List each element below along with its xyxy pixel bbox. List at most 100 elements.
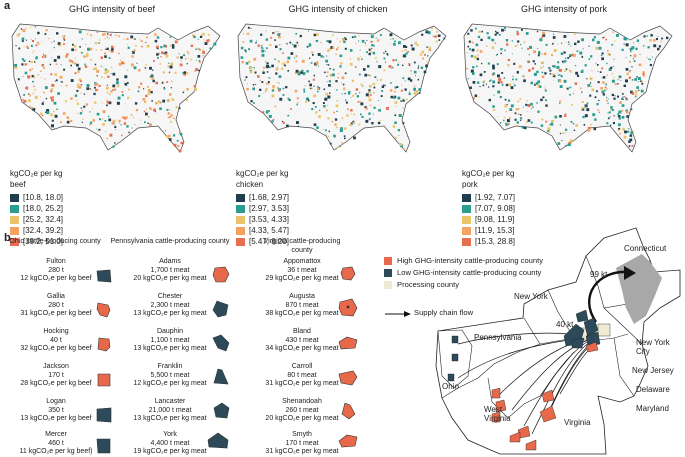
- county-intensity-cell: [334, 123, 337, 126]
- county-intensity-cell: [398, 114, 402, 117]
- county-intensity-cell: [171, 97, 173, 98]
- county-intensity-cell: [355, 88, 359, 91]
- county-intensity-cell: [25, 86, 29, 90]
- county-intensity-cell: [161, 51, 164, 54]
- county-intensity-cell: [89, 88, 91, 89]
- county-intensity-cell: [401, 50, 403, 52]
- county-intensity-cell: [491, 38, 495, 42]
- county-intensity-cell: [94, 101, 97, 104]
- county-intensity-cell: [629, 134, 633, 137]
- county-intensity-cell: [144, 121, 146, 124]
- county-intensity-cell: [202, 32, 205, 36]
- panel-b-label: b: [4, 232, 11, 244]
- county-intensity-cell: [407, 77, 411, 81]
- county-intensity-cell: [179, 63, 183, 67]
- county-intensity-cell: [413, 87, 416, 91]
- county-intensity-cell: [371, 44, 374, 47]
- county-intensity-cell: [54, 73, 57, 76]
- county-intensity-cell: [156, 53, 159, 56]
- county-intensity-cell: [516, 32, 520, 36]
- county-intensity-cell: [606, 99, 608, 102]
- county-intensity-cell: [155, 102, 158, 105]
- county-intensity-cell: [180, 141, 184, 145]
- county-intensity-cell: [497, 74, 500, 78]
- county-intensity-cell: [443, 37, 446, 40]
- county-intensity-cell: [540, 66, 543, 69]
- county-intensity-cell: [244, 79, 246, 81]
- county-intensity-cell: [513, 82, 515, 84]
- county-intensity-cell: [562, 132, 564, 134]
- county-intensity-cell: [353, 113, 356, 116]
- county-intensity-cell: [262, 71, 265, 74]
- county-name: Hocking: [43, 328, 69, 335]
- county-intensity-cell: [335, 53, 337, 56]
- county-intensity-cell: [393, 43, 396, 46]
- county-intensity-cell: [50, 73, 53, 76]
- county-intensity-cell: [601, 57, 604, 61]
- county-intensity-cell: [336, 110, 338, 112]
- county-intensity-cell: [646, 35, 648, 37]
- county-intensity-cell: [563, 62, 565, 64]
- county-intensity-cell: [611, 93, 614, 97]
- county-intensity-cell: [307, 99, 310, 102]
- county-intensity-cell: [467, 32, 470, 35]
- county-intensity-cell: [610, 124, 612, 126]
- county-intensity-cell: [124, 82, 128, 86]
- county-intensity-cell: [183, 71, 187, 74]
- pennsylvania-column-header: Pennsylvania cattle-producing county: [110, 236, 230, 245]
- county-intensity-cell: [613, 115, 615, 117]
- county-intensity-cell: [638, 64, 640, 66]
- county-intensity-cell: [77, 70, 80, 74]
- county-intensity-cell: [199, 49, 201, 52]
- county-intensity-cell: [547, 127, 551, 131]
- county-intensity-cell: [346, 114, 349, 117]
- county-intensity-cell: [304, 78, 306, 80]
- county-intensity-cell: [41, 114, 44, 117]
- county-intensity-cell: [116, 78, 119, 81]
- county-intensity-cell: [327, 105, 328, 106]
- county-intensity-cell: [620, 92, 622, 93]
- county-intensity-cell: [115, 121, 117, 123]
- county-intensity-cell: [302, 72, 306, 75]
- county-intensity-cell: [331, 120, 333, 123]
- high-swatch: [384, 257, 392, 265]
- county-intensity-cell: [485, 83, 487, 85]
- county-intensity-cell: [617, 83, 619, 85]
- county-intensity-cell: [259, 88, 262, 91]
- county-intensity-cell: [29, 105, 31, 107]
- county-intensity-cell: [264, 60, 267, 63]
- county-intensity-cell: [169, 44, 172, 47]
- county-intensity-cell: [60, 85, 62, 87]
- county-intensity-cell: [190, 44, 194, 47]
- county-intensity-cell: [149, 107, 151, 109]
- county-intensity-cell: [427, 31, 431, 35]
- county-intensity-cell: [519, 98, 522, 100]
- county-intensity-cell: [334, 118, 338, 121]
- county-intensity-cell: [637, 77, 641, 80]
- county-amount: 2,300 t meat: [150, 301, 190, 309]
- legend-bin: [18.0, 25.2]: [10, 203, 74, 214]
- county-intensity-cell: [494, 33, 497, 36]
- county-intensity-cell: [526, 100, 528, 102]
- county-intensity-cell: [523, 126, 527, 130]
- legend-swatch: [10, 226, 19, 235]
- county-intensity-cell: [168, 72, 170, 74]
- county-intensity-cell: [74, 62, 77, 65]
- county-entry-adams: Adams 1,700 t meat 20 kgCO₂e per kg meat: [124, 258, 216, 284]
- county-intensity-cell: [419, 92, 421, 94]
- county-intensity-cell: [252, 87, 255, 91]
- county-intensity-cell: [568, 41, 570, 43]
- county-intensity-cell: [602, 37, 604, 39]
- county-intensity-cell: [352, 120, 355, 123]
- county-intensity-cell: [392, 125, 396, 128]
- county-intensity-cell: [552, 65, 554, 67]
- county-intensity-cell: [628, 140, 631, 143]
- county-intensity: 34 kgCO₂e per kg meat: [265, 345, 339, 353]
- county-intensity-cell: [398, 61, 400, 63]
- county-intensity-cell: [264, 50, 266, 52]
- county-intensity-cell: [417, 67, 420, 69]
- legend-swatch: [236, 226, 245, 235]
- county-intensity-cell: [639, 53, 641, 55]
- county-intensity-cell: [642, 45, 645, 47]
- county-intensity-cell: [25, 27, 27, 29]
